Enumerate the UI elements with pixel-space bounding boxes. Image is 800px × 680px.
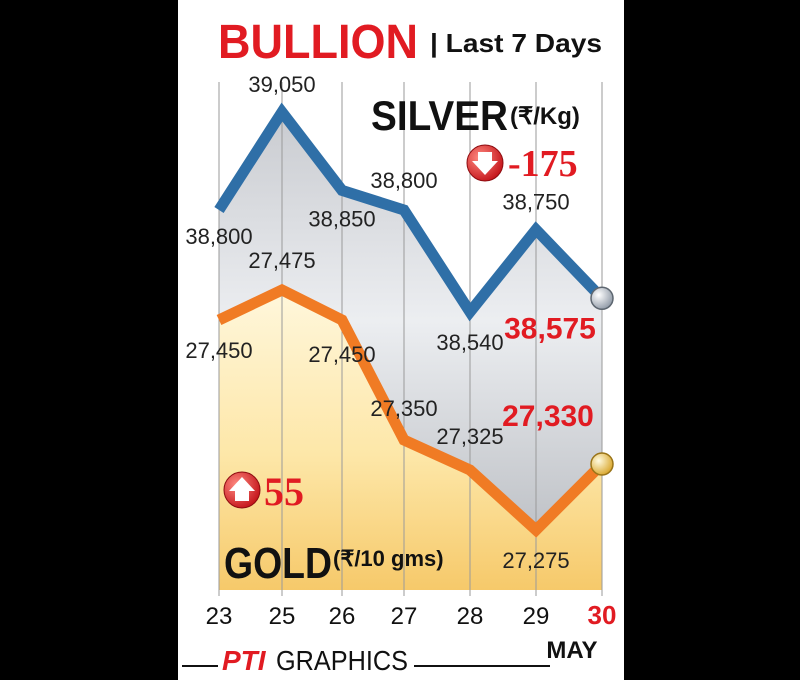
chart-title: BULLION (218, 16, 418, 69)
gold-line (216, 283, 606, 538)
silver-value-label-29: 38,750 (502, 190, 569, 215)
down-arrow-glyph (472, 152, 498, 175)
x-tick-30: 30 (588, 600, 617, 630)
x-tick-23: 23 (206, 603, 233, 630)
gold-change: 55 (264, 469, 304, 514)
silver-end-marker (590, 286, 614, 311)
silver-series-name: SILVER (371, 92, 508, 139)
gold-unit: (₹/10 gms) (333, 546, 444, 571)
silver-unit: (₹/Kg) (510, 103, 580, 130)
chart-panel: BULLION | Last 7 Days SILVER (₹/Kg) GOLD… (178, 0, 624, 680)
x-tick-27: 27 (391, 603, 418, 630)
silver-value-label-30: 38,575 (504, 312, 596, 345)
gold-series-name: GOLD (224, 539, 332, 588)
gold-change-indicator: 55 (223, 469, 304, 514)
silver-value-label-25: 39,050 (248, 72, 315, 97)
silver-value-label-27: 38,800 (370, 168, 437, 193)
gold-value-label-26: 27,450 (308, 342, 375, 367)
silver-value-label-28: 38,540 (436, 330, 503, 355)
value-labels: 38,800 39,050 38,850 38,800 38,540 38,750 38,5… (185, 72, 596, 573)
silver-area (219, 112, 602, 530)
gold-value-label-23: 27,450 (185, 338, 252, 363)
silver-value-label-23: 38,800 (185, 224, 252, 249)
gold-value-label-27: 27,350 (370, 396, 437, 421)
silver-value-label-26: 38,850 (308, 206, 375, 231)
x-tick-26: 26 (329, 603, 356, 630)
bullion-chart: BULLION | Last 7 Days SILVER (₹/Kg) GOLD… (178, 0, 624, 680)
silver-change: -175 (508, 143, 578, 185)
gold-value-label-28: 27,325 (436, 424, 503, 449)
gold-area (219, 290, 602, 590)
x-axis: 23 25 26 27 28 29 30 (206, 600, 617, 630)
pti-logo: PTI (222, 645, 267, 676)
gold-value-label-25: 27,475 (248, 248, 315, 273)
x-tick-25: 25 (269, 603, 296, 630)
chart-subtitle: | Last 7 Days (430, 28, 602, 58)
x-tick-28: 28 (457, 603, 484, 630)
gold-value-label-29: 27,275 (502, 548, 569, 573)
gold-end-marker (590, 452, 614, 476)
gold-value-label-30: 27,330 (502, 400, 594, 433)
silver-change-indicator: -175 (466, 143, 578, 185)
up-arrow-glyph (229, 477, 255, 501)
grid (218, 82, 603, 596)
x-tick-29: 29 (523, 603, 550, 630)
footer-graphics-text: GRAPHICS (276, 645, 408, 676)
x-axis-month: MAY (546, 637, 597, 664)
silver-line (214, 102, 606, 322)
